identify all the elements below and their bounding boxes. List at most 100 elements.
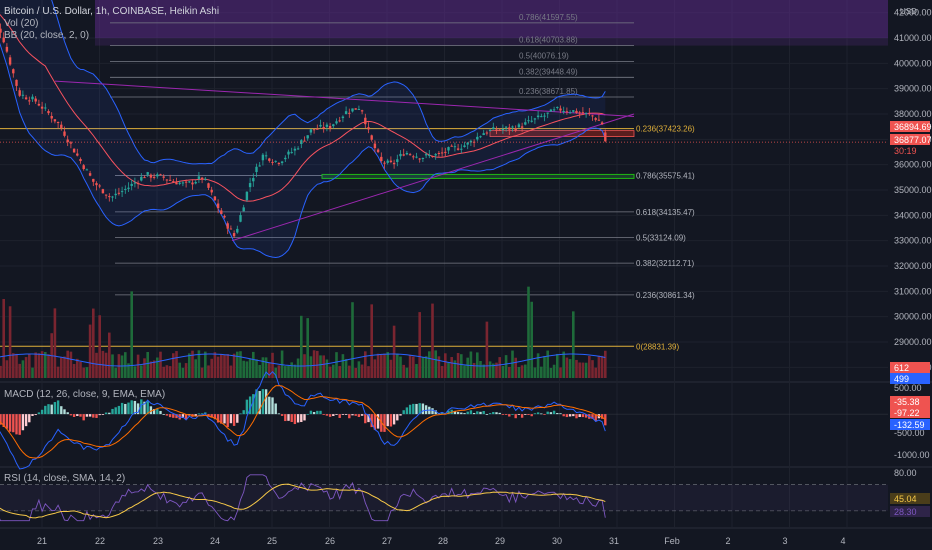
volume-bar — [223, 354, 226, 378]
price-badge — [890, 145, 930, 156]
volume-bar — [290, 362, 293, 378]
macd-hist-bar — [69, 414, 73, 416]
macd-hist-bar — [44, 405, 47, 415]
volume-bar — [2, 298, 5, 378]
volume-bar — [357, 361, 361, 378]
volume-bar — [69, 351, 73, 378]
volume-bar — [130, 291, 133, 378]
macd-hist-bar — [312, 412, 316, 415]
descending-trendline — [54, 80, 635, 118]
candle-body — [341, 116, 345, 119]
candle-body — [383, 162, 386, 164]
candle-body — [380, 156, 383, 161]
candle-body — [0, 28, 2, 33]
candle-body — [488, 129, 492, 131]
volume-bar — [0, 365, 2, 378]
macd-legend[interactable]: MACD (12, 26, close, 9, EMA, EMA) — [4, 389, 166, 400]
macd-hist-bar — [488, 413, 492, 415]
macd-hist-bar — [479, 411, 482, 415]
candle-body — [117, 192, 121, 194]
bollinger-legend[interactable]: BB (20, close, 2, 0) — [4, 30, 90, 41]
macd-hist-bar — [156, 408, 159, 415]
candle-body — [469, 140, 473, 143]
macd-hist-bar — [117, 405, 121, 415]
macd-hist-bar — [245, 399, 249, 415]
macd-hist-bar — [309, 410, 313, 415]
volume-bar — [370, 304, 373, 378]
macd-hist-bar — [533, 413, 537, 415]
candle-body — [552, 109, 556, 111]
volume-bar — [399, 356, 402, 378]
macd-hist-bar — [549, 412, 553, 415]
macd-hist-bar — [296, 414, 300, 423]
rsi-legend[interactable]: RSI (14, close, SMA, 14, 2) — [4, 473, 126, 484]
macd-hist-bar — [463, 413, 466, 415]
candle-body — [303, 140, 306, 142]
volume-bar — [274, 367, 277, 378]
volume-bar — [95, 352, 98, 378]
candle-body — [511, 126, 514, 128]
macd-signal-line — [0, 385, 606, 459]
candle-body — [373, 143, 377, 149]
candle-body — [546, 112, 549, 114]
macd-hist-bar — [543, 414, 546, 415]
volume-bar — [248, 358, 252, 378]
fib-level-label: 0.618(34135.47) — [636, 208, 695, 217]
volume-bar — [309, 356, 313, 378]
fib-level-label: 0.5(40076.19) — [519, 51, 569, 60]
volume-bar — [578, 362, 581, 378]
macd-hist-bar — [274, 403, 277, 415]
volume-bar — [316, 350, 319, 378]
candle-body — [63, 131, 66, 136]
macd-hist-bar — [453, 410, 457, 415]
candle-body — [95, 183, 98, 186]
candle-body — [213, 196, 217, 201]
candle-body — [120, 191, 124, 193]
macd-hist-bar — [95, 414, 98, 418]
volume-bar — [136, 354, 140, 378]
volume-bar — [296, 358, 300, 378]
volume-bar — [312, 350, 316, 378]
candle-body — [239, 215, 242, 222]
volume-legend[interactable]: Vol (20) — [4, 18, 39, 29]
candle-body — [24, 97, 28, 100]
rsi-tick-label: 80.00 — [894, 468, 917, 478]
bollinger-fill — [0, 0, 606, 258]
candle-body — [271, 161, 274, 163]
macd-hist-bar — [98, 414, 101, 416]
macd-hist-bar — [271, 397, 274, 415]
macd-hist-bar — [568, 414, 572, 417]
time-tick-label: 3 — [782, 536, 787, 546]
macd-hist-bar — [325, 414, 329, 416]
macd-hist-bar — [335, 414, 338, 415]
volume-bar — [588, 355, 591, 378]
volume-bar — [581, 362, 585, 378]
macd-hist-bar — [421, 403, 425, 415]
volume-bar — [485, 321, 489, 378]
macd-hist-bar — [172, 414, 175, 418]
bollinger-lower-band — [0, 42, 606, 259]
fib-level-label: 0.5(33124.09) — [636, 234, 686, 243]
volume-bar — [98, 315, 101, 378]
time-tick-label: 4 — [840, 536, 845, 546]
candle-body — [584, 112, 588, 114]
candle-body — [124, 188, 127, 190]
candle-body — [274, 160, 277, 162]
macd-hist-bar — [527, 414, 530, 415]
candle-body — [453, 146, 457, 148]
volume-bar — [517, 366, 521, 378]
symbol-legend[interactable]: Bitcoin / U.S. Dollar, 1h, COINBASE, Hei… — [4, 6, 220, 17]
candle-body — [15, 79, 18, 86]
candle-body — [40, 106, 44, 109]
candle-body — [140, 176, 143, 181]
candle-body — [197, 176, 201, 180]
price-tick-label: 35000.00 — [894, 185, 932, 195]
volume-bars — [0, 286, 607, 378]
price-tick-label: 30000.00 — [894, 312, 932, 322]
fib-level-label: 0.236(37423.26) — [636, 125, 695, 134]
candle-body — [501, 129, 505, 131]
candle-body — [335, 121, 338, 124]
volume-bar — [450, 357, 453, 378]
volume-bar — [114, 367, 117, 378]
